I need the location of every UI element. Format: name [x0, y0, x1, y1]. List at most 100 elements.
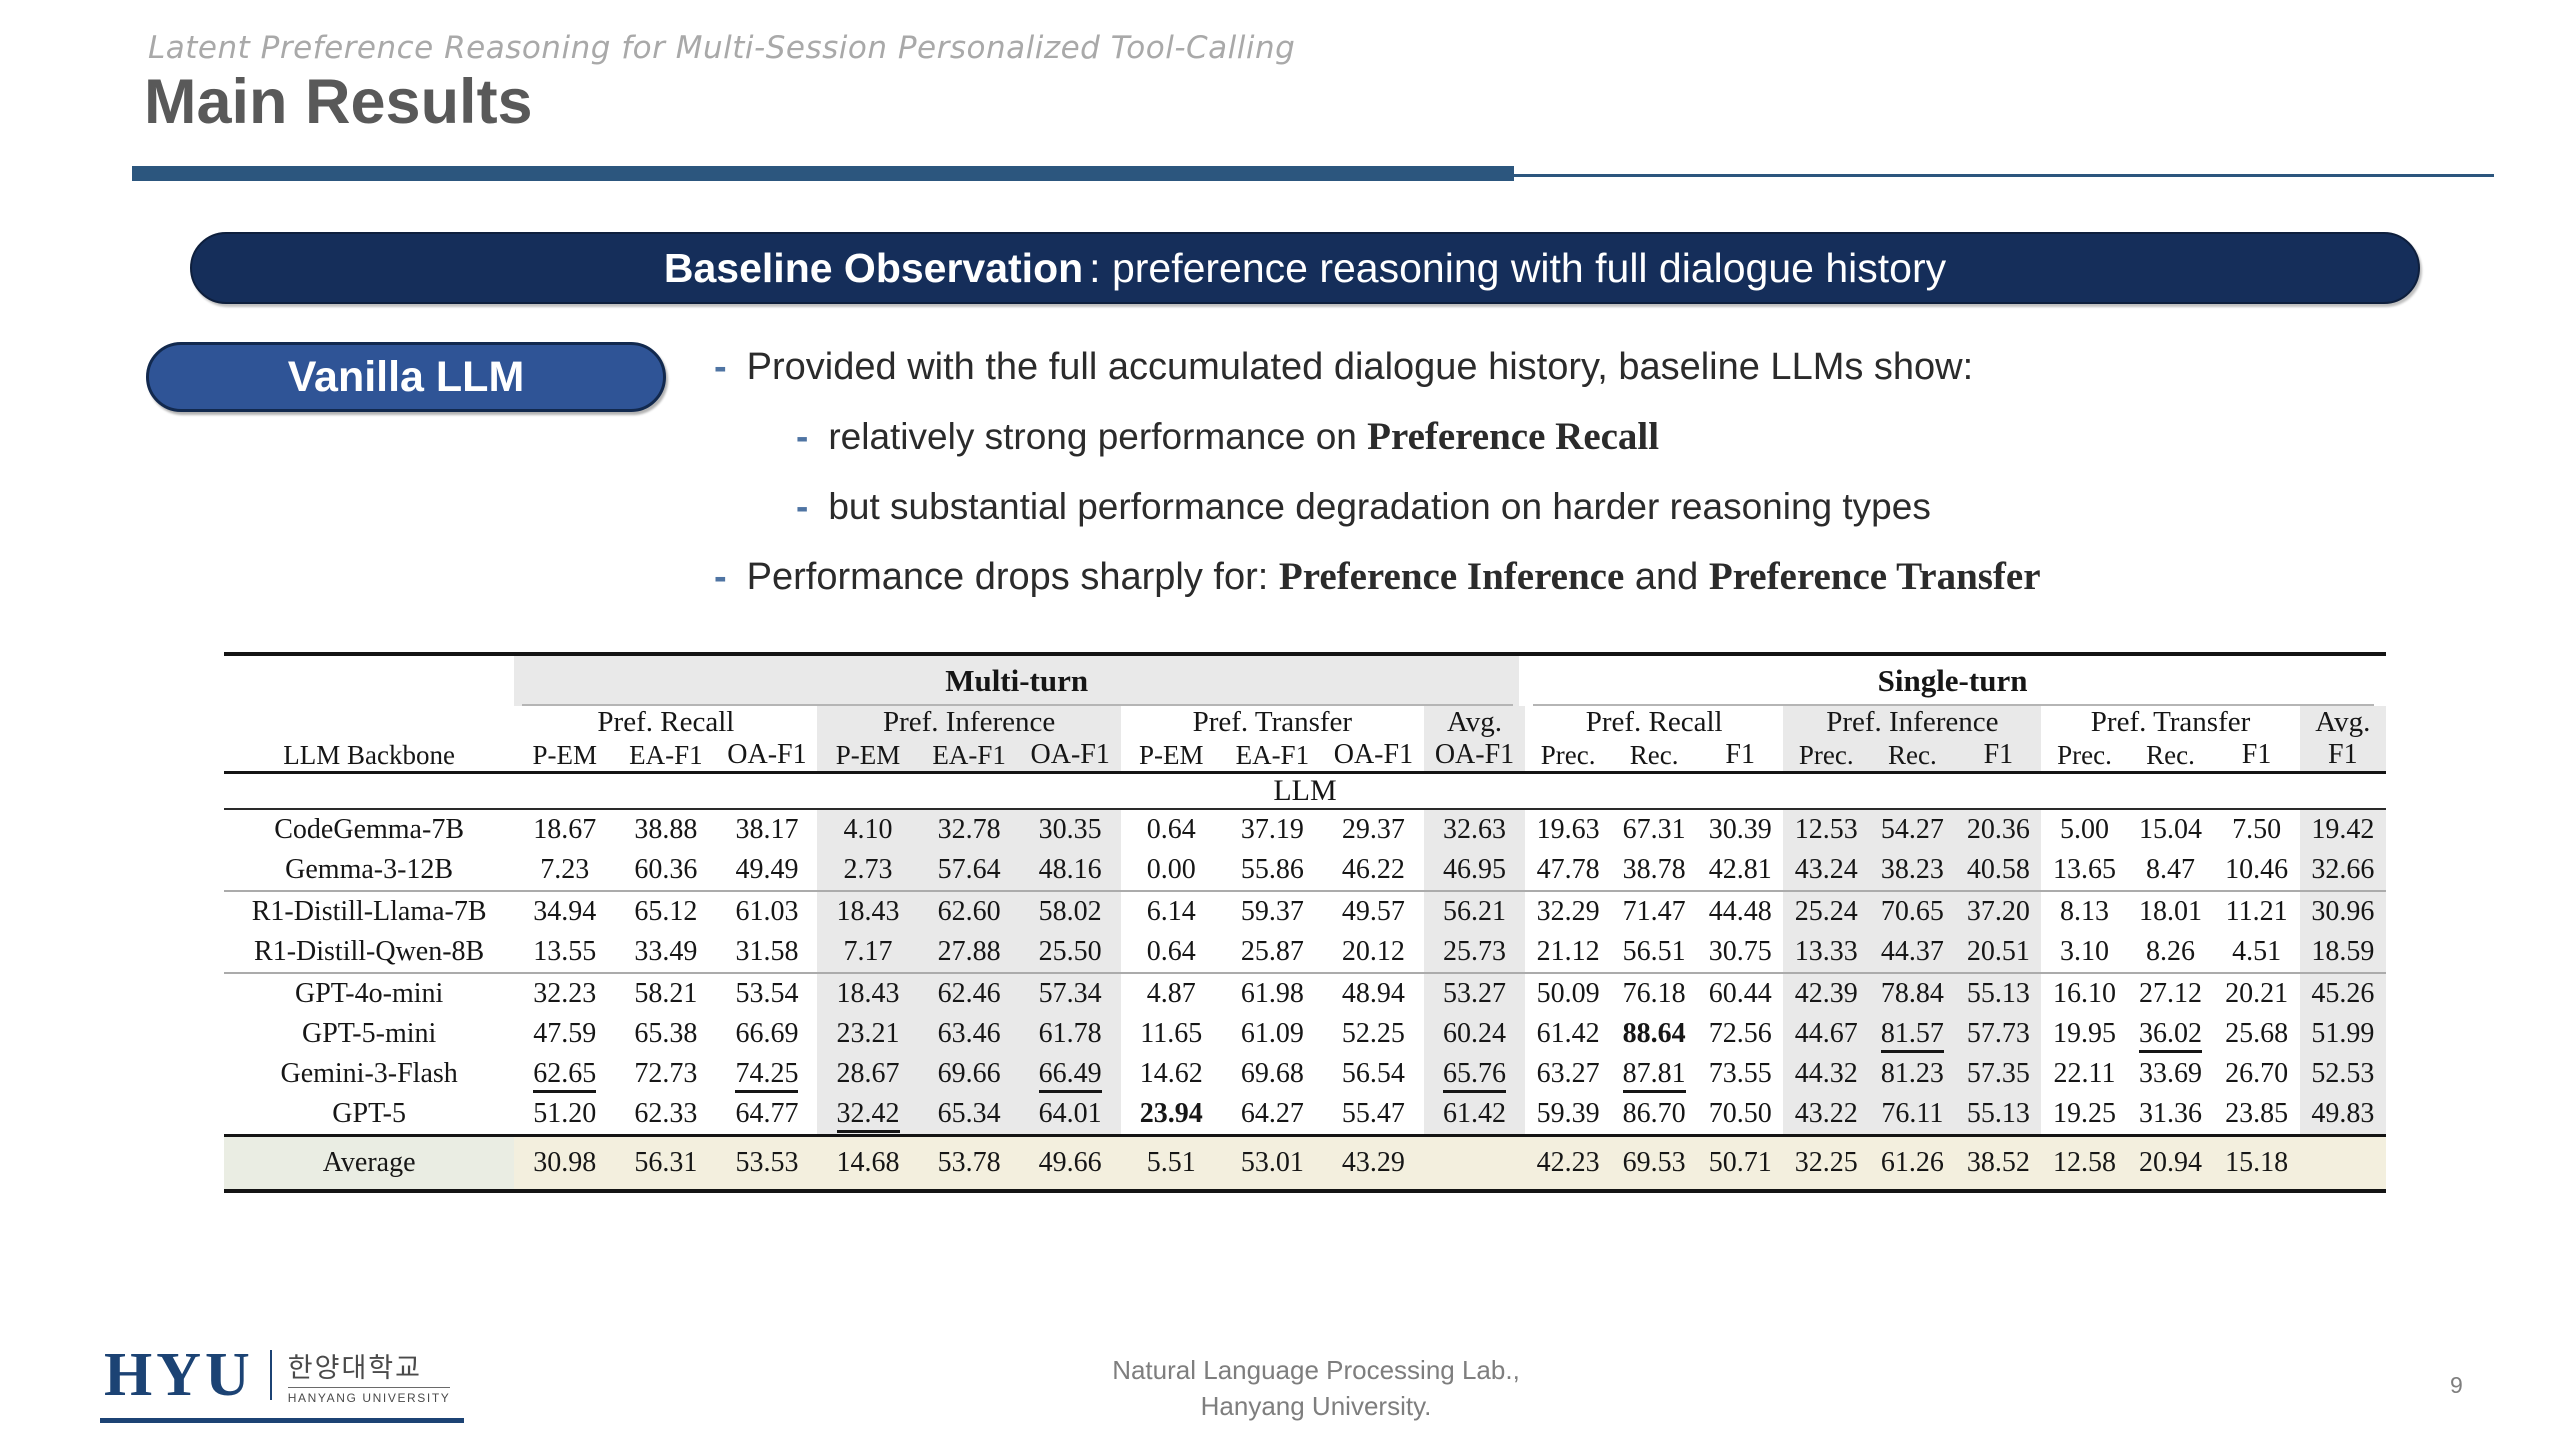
- value-cell: 46.22: [1323, 850, 1424, 891]
- value-text: 2.73: [843, 854, 893, 885]
- column-header: Prec.: [1783, 739, 1870, 773]
- column-header: P-EM: [1139, 740, 1204, 770]
- value-text: 25.68: [2225, 1018, 2289, 1049]
- value-text: 27.12: [2139, 978, 2203, 1009]
- value-cell: 60.24: [1423, 1014, 1526, 1054]
- value-cell: 44.67: [1783, 1014, 1870, 1054]
- page-number: 9: [2450, 1372, 2463, 1398]
- value-text: 59.39: [1536, 1098, 1600, 1129]
- model-name: GPT-5: [332, 1098, 406, 1129]
- value-cell: 3.10: [2041, 932, 2127, 973]
- bullet-emphasis-text: Preference Recall: [1367, 415, 1660, 458]
- value-text: 29.37: [1341, 814, 1405, 845]
- value-cell: 58.21: [615, 973, 716, 1014]
- value-text: 81.57: [1880, 1018, 1944, 1053]
- bullet-text: and: [1624, 556, 1709, 598]
- value-cell: 49.57: [1323, 891, 1424, 932]
- value-cell: 30.39: [1697, 809, 1783, 850]
- value-cell: 18.43: [817, 891, 919, 932]
- value-cell: 64.01: [1019, 1094, 1121, 1136]
- bullet-text: Provided with the full accumulated dialo…: [746, 346, 1974, 388]
- value-cell: 52.25: [1323, 1014, 1424, 1054]
- value-text: 18.43: [836, 896, 900, 927]
- value-text: 64.77: [735, 1098, 799, 1129]
- bullet-emphasis-text: Preference Inference: [1278, 555, 1625, 598]
- value-text: 38.88: [634, 814, 698, 845]
- value-text: 33.49: [634, 936, 698, 967]
- value-text: 26.70: [2225, 1058, 2289, 1089]
- value-cell: 55.86: [1222, 850, 1323, 891]
- value-text: 4.87: [1146, 978, 1196, 1009]
- value-cell: 57.34: [1019, 973, 1121, 1014]
- model-name: R1-Distill-Llama-7B: [251, 896, 487, 927]
- column-header: OA-F1: [1423, 739, 1526, 773]
- value-text: 61.09: [1240, 1018, 1304, 1049]
- value-text: 66.69: [735, 1018, 799, 1049]
- value-text: 32.78: [937, 814, 1001, 845]
- value-text: 70.65: [1880, 896, 1944, 927]
- value-cell: 22.11: [2041, 1054, 2127, 1094]
- value-cell: 8.13: [2041, 891, 2127, 932]
- value-text: 32.63: [1443, 814, 1506, 845]
- value-text: 25.24: [1794, 896, 1858, 927]
- value-text: 49.57: [1341, 896, 1405, 927]
- average-value-cell: 30.98: [514, 1135, 616, 1191]
- bullet-dash-icon: -: [796, 486, 809, 527]
- value-text: 57.35: [1966, 1058, 2030, 1089]
- value-text: 44.32: [1794, 1058, 1858, 1089]
- value-cell: 48.16: [1019, 850, 1121, 891]
- table-row: GPT-4o-mini 32.23 58.21 53.54 18.43 62.46 57.3…: [224, 973, 2386, 1014]
- value-text: 73.55: [1708, 1058, 1772, 1089]
- value-text: 14.62: [1139, 1058, 1203, 1089]
- table-row: Gemini-3-Flash 62.65 72.73 74.25 28.67 69.66 6…: [224, 1054, 2386, 1094]
- value-text: 64.01: [1038, 1098, 1102, 1129]
- value-cell: 65.38: [615, 1014, 716, 1054]
- value-text: 0.64: [1146, 936, 1196, 967]
- value-text: 10.46: [2225, 854, 2289, 885]
- value-cell: 51.99: [2299, 1014, 2386, 1054]
- value-text: 72.73: [634, 1058, 698, 1089]
- value-text: 38.23: [1880, 854, 1944, 885]
- value-cell: 32.78: [918, 809, 1020, 850]
- value-cell: 43.24: [1783, 850, 1870, 891]
- value-cell: 86.70: [1611, 1094, 1697, 1136]
- value-text: 55.13: [1966, 1098, 2030, 1129]
- value-cell: 76.11: [1869, 1094, 1956, 1136]
- value-text: 3.10: [2059, 936, 2109, 967]
- value-cell: 18.01: [2128, 891, 2214, 932]
- value-text: 38.17: [735, 814, 799, 845]
- bullet-item: - relatively strong performance on Prefer…: [796, 414, 2454, 460]
- value-cell: 32.63: [1423, 809, 1526, 850]
- value-cell: 33.49: [615, 932, 716, 973]
- model-name: Gemma-3-12B: [285, 854, 454, 885]
- value-cell: 12.53: [1783, 809, 1870, 850]
- value-text: 30.35: [1038, 814, 1102, 845]
- value-text: 43.22: [1794, 1098, 1858, 1129]
- header-spacer: [224, 654, 514, 706]
- value-text: 19.63: [1536, 814, 1600, 845]
- table-row: Gemma-3-12B 7.23 60.36 49.49 2.73 57.64 48.16 0…: [224, 850, 2386, 891]
- value-cell: 7.50: [2214, 809, 2300, 850]
- table-row: GPT-5 51.20 62.33 64.77 32.42 65.34 64.01 23.94…: [224, 1094, 2386, 1136]
- value-cell: 63.46: [918, 1014, 1020, 1054]
- value-cell: 62.60: [918, 891, 1020, 932]
- logo-divider: [269, 1350, 272, 1400]
- value-cell: 56.54: [1323, 1054, 1424, 1094]
- value-cell: 0.64: [1121, 809, 1222, 850]
- value-cell: 29.37: [1323, 809, 1424, 850]
- column-header: Prec.: [1540, 740, 1596, 770]
- value-cell: 18.59: [2299, 932, 2386, 973]
- value-text: 65.38: [634, 1018, 698, 1049]
- average-value-cell: [1423, 1135, 1526, 1191]
- value-cell: 54.27: [1869, 809, 1956, 850]
- value-text: 23.94: [1139, 1098, 1203, 1129]
- table-section-label: LLM: [1273, 774, 1337, 807]
- value-cell: 32.23: [514, 973, 615, 1014]
- value-cell: 20.36: [1955, 809, 2042, 850]
- value-text: 62.60: [937, 896, 1001, 927]
- value-text: 51.99: [2311, 1018, 2375, 1049]
- value-cell: 72.73: [615, 1054, 716, 1094]
- value-text: 58.02: [1038, 896, 1102, 927]
- value-cell: 64.27: [1222, 1094, 1323, 1136]
- value-cell: 70.50: [1697, 1094, 1783, 1136]
